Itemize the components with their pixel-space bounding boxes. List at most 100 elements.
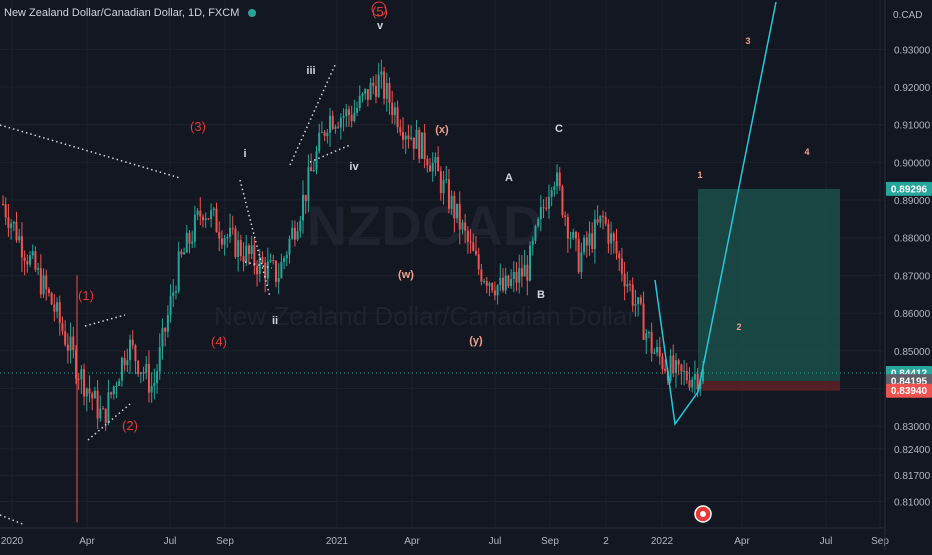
stop-zone[interactable] (698, 381, 840, 391)
candle-body (596, 219, 599, 223)
candle-body (423, 132, 426, 160)
candle-body (85, 388, 88, 397)
candle-body (234, 228, 237, 257)
y-tick-label: 0.86000 (894, 309, 931, 320)
candle-body (193, 214, 196, 242)
candle-body (34, 251, 37, 270)
candle-body (693, 374, 696, 380)
candle-body (37, 268, 40, 270)
candle-body (502, 277, 504, 291)
candle-body (691, 379, 694, 388)
candle-body (183, 252, 186, 255)
candle-body (483, 281, 486, 283)
candle-body (318, 132, 321, 152)
candle-body (539, 207, 542, 220)
candle-body (637, 297, 640, 305)
candle-body (499, 277, 502, 286)
trend-line[interactable] (309, 144, 351, 163)
price-label-box[interactable] (886, 181, 932, 196)
candle-body (485, 281, 488, 286)
candle-body (112, 386, 115, 395)
candle-body (469, 241, 472, 243)
candle-body (623, 273, 626, 287)
event-marker-dot (700, 511, 706, 517)
candle-body (442, 179, 445, 194)
candle-body (196, 210, 199, 215)
candle-body (685, 370, 688, 381)
candle-body (315, 151, 318, 170)
candle-body (12, 221, 15, 224)
candle-body (129, 339, 132, 361)
wave-label: A (505, 172, 513, 184)
wave-label: (1) (78, 288, 94, 303)
candle-body (229, 227, 232, 238)
projection-line[interactable] (654, 1, 777, 426)
wave-label: (4) (211, 334, 227, 349)
candle-body (199, 210, 202, 217)
candle-body (599, 215, 602, 223)
candle-body (226, 237, 229, 239)
candle-body (558, 172, 561, 187)
x-tick-label: Sep (216, 536, 234, 547)
candle-body (399, 127, 402, 133)
candle-body (537, 219, 540, 227)
candle-body (374, 85, 377, 97)
candle-body (564, 215, 567, 217)
price-label: 0.84195 (891, 377, 928, 388)
wave-label: 2 (736, 322, 741, 332)
candle-body (283, 258, 286, 262)
x-tick-label: Jul (164, 536, 177, 547)
candle-body (626, 284, 629, 287)
candle-body (520, 268, 523, 277)
trend-line[interactable] (289, 64, 336, 166)
y-tick-label: 0.81000 (894, 498, 931, 509)
candle-body (593, 219, 596, 249)
candle-body (529, 245, 532, 281)
candle-body (50, 293, 53, 305)
price-label: 0.83940 (891, 386, 928, 397)
x-tick-label: 2021 (326, 536, 349, 547)
x-tick-label: 2 (603, 536, 609, 547)
candle-body (218, 232, 221, 239)
candle-body (391, 102, 394, 116)
candle-body (645, 333, 648, 340)
trend-line[interactable] (244, 261, 273, 269)
candle-body (220, 238, 223, 245)
candle-body (534, 226, 537, 241)
candle-body (656, 347, 659, 353)
candle-body (377, 74, 380, 97)
candle-body (702, 368, 704, 382)
candle-body (91, 393, 94, 399)
candle-body (29, 255, 32, 265)
candle-body (415, 129, 418, 149)
candle-body (345, 109, 348, 117)
candle-body (337, 126, 340, 128)
candle-body (437, 156, 440, 172)
trend-line[interactable] (87, 403, 131, 441)
candle-body (23, 257, 26, 261)
candle-body (153, 383, 156, 387)
target-zone[interactable] (698, 188, 840, 382)
candle-body (174, 291, 177, 293)
long-position-tool[interactable] (698, 188, 840, 391)
candle-body (388, 83, 391, 103)
candle-body (518, 268, 521, 283)
candle-body (461, 222, 464, 230)
price-label-box[interactable] (886, 383, 932, 398)
x-tick-label: Sep (871, 536, 889, 547)
price-label: 0.89296 (891, 184, 928, 195)
candle-body (431, 162, 434, 172)
candle-body (118, 380, 121, 387)
candle-body (361, 93, 364, 96)
candle-body (277, 278, 280, 282)
candle-body (496, 285, 499, 296)
candle-body (107, 392, 110, 424)
candle-body (99, 408, 102, 419)
candle-body (212, 208, 215, 211)
candle-body (366, 89, 369, 100)
candle-body (307, 167, 310, 202)
